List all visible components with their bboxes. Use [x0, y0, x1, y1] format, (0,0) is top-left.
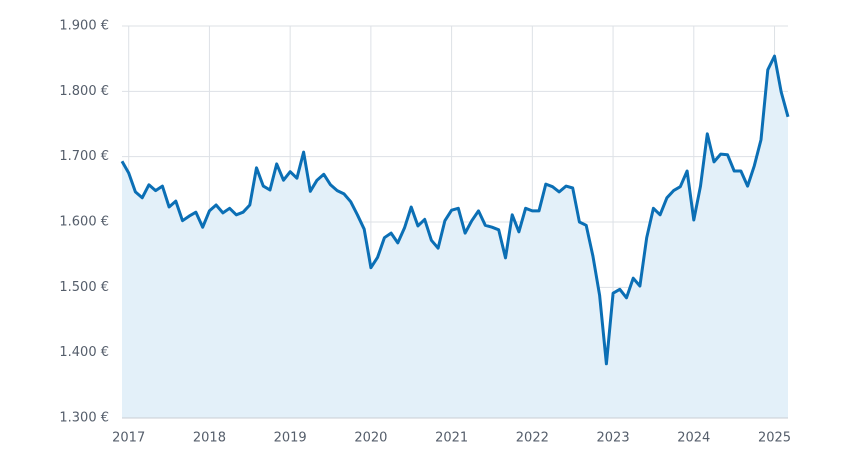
y-tick-label: 1.800 €: [59, 84, 109, 99]
y-tick-label: 1.400 €: [59, 345, 109, 360]
x-tick-label: 2018: [193, 431, 226, 446]
y-tick-label: 1.600 €: [59, 215, 109, 230]
x-tick-label: 2019: [274, 431, 307, 446]
x-tick-label: 2024: [677, 431, 710, 446]
x-tick-label: 2017: [112, 431, 145, 446]
line: [120, 54, 790, 366]
y-tick-label: 1.900 €: [59, 19, 109, 34]
x-tick-label: 2023: [597, 431, 630, 446]
y-tick-label: 1.300 €: [59, 411, 109, 426]
x-tick-label: 2025: [758, 431, 791, 446]
x-tick-label: 2022: [516, 431, 549, 446]
x-tick-label: 2021: [435, 431, 468, 446]
y-tick-label: 1.500 €: [59, 280, 109, 295]
y-tick-label: 1.700 €: [59, 149, 109, 164]
x-tick-label: 2020: [354, 431, 387, 446]
area: [122, 56, 788, 418]
